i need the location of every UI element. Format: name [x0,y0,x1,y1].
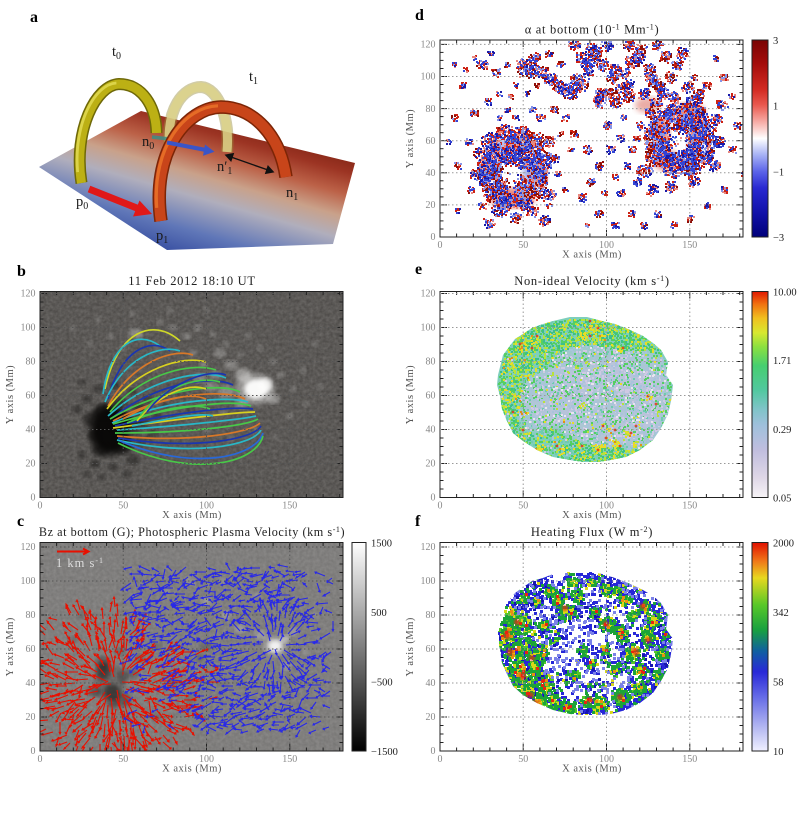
svg-text:100: 100 [421,323,436,334]
svg-text:Heating Flux (W m-2): Heating Flux (W m-2) [531,525,653,539]
svg-text:X axis (Mm): X axis (Mm) [562,250,622,261]
svg-text:−500: −500 [371,678,393,689]
svg-text:0: 0 [438,240,443,251]
svg-text:11 Feb 2012 18:10 UT: 11 Feb 2012 18:10 UT [128,274,255,288]
svg-text:50: 50 [118,754,128,765]
svg-text:0: 0 [438,754,443,765]
svg-text:f: f [415,513,421,530]
svg-text:60: 60 [26,391,36,402]
svg-text:1: 1 [773,102,778,113]
svg-text:40: 40 [426,425,436,436]
svg-text:Bz at bottom (G); Photospheric: Bz at bottom (G); Photospheric Plasma Ve… [39,525,345,539]
svg-text:120: 120 [421,289,436,300]
svg-text:1 km s-1: 1 km s-1 [56,556,104,570]
svg-text:Non-ideal Velocity (km s-1): Non-ideal Velocity (km s-1) [514,274,670,288]
svg-text:c: c [17,513,24,530]
svg-text:0: 0 [31,493,36,504]
svg-text:58: 58 [773,678,784,689]
svg-text:120: 120 [421,40,436,51]
svg-text:t0: t0 [112,44,121,62]
svg-text:Y axis (Mm): Y axis (Mm) [5,617,16,676]
svg-text:20: 20 [426,200,436,211]
svg-text:60: 60 [26,644,36,655]
svg-text:120: 120 [21,542,36,553]
svg-text:t1: t1 [249,69,258,87]
svg-text:60: 60 [426,391,436,402]
svg-text:10: 10 [773,747,784,758]
svg-text:a: a [30,9,38,26]
svg-text:Y axis (Mm): Y axis (Mm) [405,109,416,168]
svg-text:−1: −1 [773,167,784,178]
svg-text:20: 20 [26,459,36,470]
svg-text:80: 80 [26,610,36,621]
svg-text:150: 150 [682,240,697,251]
svg-text:100: 100 [599,240,614,251]
svg-text:150: 150 [682,754,697,765]
svg-text:X axis (Mm): X axis (Mm) [162,764,222,775]
svg-text:0: 0 [31,746,36,757]
svg-text:50: 50 [518,754,528,765]
svg-text:−3: −3 [773,233,784,244]
svg-text:3: 3 [773,36,778,47]
svg-text:100: 100 [599,754,614,765]
svg-text:0: 0 [431,746,436,757]
svg-text:100: 100 [421,576,436,587]
svg-text:1.71: 1.71 [773,356,791,367]
svg-text:150: 150 [282,501,297,512]
svg-text:0: 0 [38,501,43,512]
svg-text:0: 0 [431,232,436,243]
svg-text:80: 80 [426,104,436,115]
svg-text:0.05: 0.05 [773,494,791,505]
svg-text:40: 40 [26,425,36,436]
svg-text:100: 100 [21,576,36,587]
svg-text:1500: 1500 [371,539,392,550]
svg-text:20: 20 [426,459,436,470]
svg-text:120: 120 [421,542,436,553]
svg-text:0: 0 [438,501,443,512]
svg-text:50: 50 [518,240,528,251]
svg-text:342: 342 [773,608,789,619]
svg-text:−1500: −1500 [371,747,398,758]
svg-text:X axis (Mm): X axis (Mm) [162,510,222,521]
svg-text:b: b [17,263,26,280]
svg-text:2000: 2000 [773,539,794,550]
svg-text:Y axis (Mm): Y axis (Mm) [405,365,416,424]
svg-text:120: 120 [21,289,36,300]
svg-text:Y axis (Mm): Y axis (Mm) [405,617,416,676]
svg-text:50: 50 [518,501,528,512]
svg-text:40: 40 [26,678,36,689]
svg-text:100: 100 [199,754,214,765]
svg-text:100: 100 [421,72,436,83]
svg-text:60: 60 [426,644,436,655]
svg-text:d: d [415,7,424,24]
svg-text:80: 80 [26,357,36,368]
svg-text:100: 100 [199,501,214,512]
svg-text:X axis (Mm): X axis (Mm) [562,510,622,521]
svg-text:80: 80 [426,357,436,368]
svg-text:100: 100 [599,501,614,512]
svg-text:Y axis (Mm): Y axis (Mm) [5,365,16,424]
svg-text:10.00: 10.00 [773,288,797,299]
svg-text:150: 150 [682,501,697,512]
svg-text:20: 20 [26,712,36,723]
svg-text:500: 500 [371,608,387,619]
svg-text:80: 80 [426,610,436,621]
svg-text:40: 40 [426,678,436,689]
svg-text:20: 20 [426,712,436,723]
svg-text:60: 60 [426,136,436,147]
svg-text:α at bottom (10-1 Mm-1): α at bottom (10-1 Mm-1) [525,23,660,37]
svg-text:0: 0 [431,493,436,504]
svg-text:e: e [415,261,422,278]
svg-text:X axis (Mm): X axis (Mm) [562,764,622,775]
svg-text:0: 0 [38,754,43,765]
svg-text:0.29: 0.29 [773,425,791,436]
svg-text:100: 100 [21,323,36,334]
svg-text:150: 150 [282,754,297,765]
svg-text:50: 50 [118,501,128,512]
svg-text:40: 40 [426,168,436,179]
